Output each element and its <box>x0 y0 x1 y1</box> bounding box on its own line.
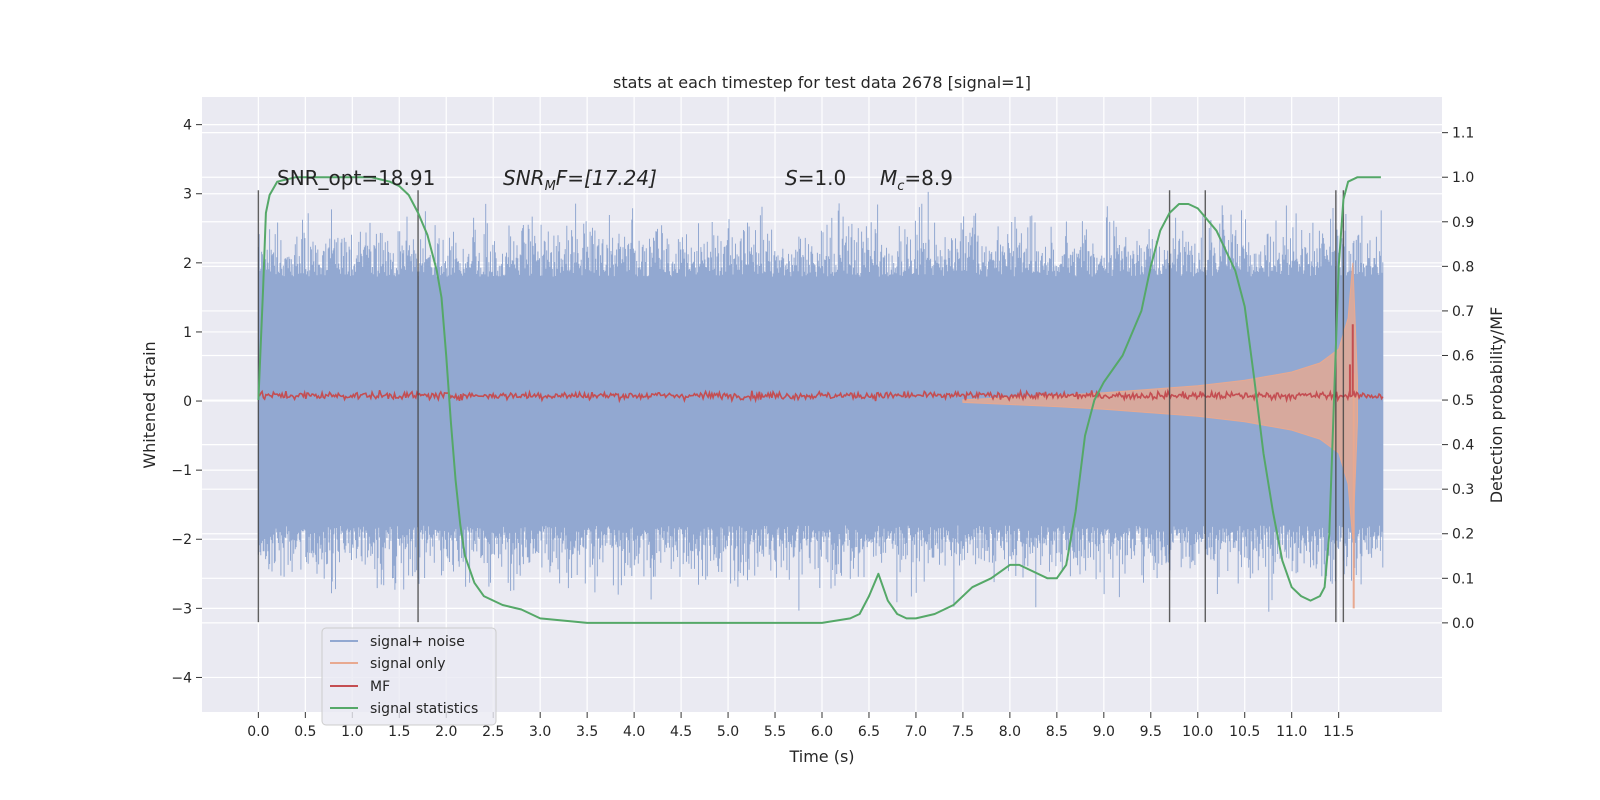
legend-label-mf: MF <box>370 679 390 695</box>
x-tick-label: 4.0 <box>623 724 645 740</box>
x-tick-label: 0.0 <box>247 724 269 740</box>
y-axis-label: Whitened strain <box>140 341 159 468</box>
legend-box <box>321 627 497 726</box>
y-right-tick-label: 1.0 <box>1452 170 1474 186</box>
y-right-tick-label: 0.3 <box>1452 482 1474 498</box>
y-tick-label: −4 <box>171 670 192 686</box>
annotation-snr-mf: SNRMF=[17.24] <box>503 166 657 194</box>
annotation-snr-opt: SNR_opt=18.91 <box>277 166 435 190</box>
y-tick-label: 4 <box>183 118 192 134</box>
x-tick-label: 9.5 <box>1140 724 1162 740</box>
y-tick-label: −3 <box>171 601 192 617</box>
x-tick-label: 1.5 <box>388 724 410 740</box>
x-tick-label: 1.0 <box>341 724 363 740</box>
mf-series <box>258 324 1384 404</box>
y-tick-label: −1 <box>171 463 192 479</box>
x-tick-label: 5.0 <box>717 724 739 740</box>
x-tick-label: 4.5 <box>670 724 692 740</box>
y-right-tick-label: 0.2 <box>1452 527 1474 543</box>
stats-trace <box>257 176 1381 624</box>
x-tick-label: 0.5 <box>294 724 316 740</box>
x-tick-label: 6.5 <box>858 724 880 740</box>
y-right-axis-ticks: 0.0 0.1 0.2 0.3 0.4 0.5 0.6 0.7 0.8 0.9 1.0 1.1 <box>1442 126 1474 632</box>
x-axis-label: Time (s) <box>788 747 854 766</box>
x-tick-label: 7.0 <box>905 724 927 740</box>
x-tick-label: 7.5 <box>952 724 974 740</box>
annotation-s: S=1.0 <box>785 166 846 190</box>
y-right-tick-label: 0.7 <box>1452 304 1474 320</box>
legend-label-noise: signal+ noise <box>370 634 465 650</box>
legend: signal+ noise signal only MF signal stat… <box>321 627 497 726</box>
y-axis-ticks: −4 −3 −2 −1 0 1 2 3 4 <box>171 118 202 686</box>
legend-label-stats: signal statistics <box>370 701 478 717</box>
y-right-tick-label: 0.8 <box>1452 259 1474 275</box>
signal-only-series <box>962 262 1358 609</box>
x-tick-label: 11.0 <box>1276 724 1307 740</box>
y-tick-label: −2 <box>171 532 192 548</box>
x-axis-ticks: 0.0 0.5 1.0 1.5 2.0 2.5 3.0 3.5 4.0 4.5 5.0 5.5 6.0 6… <box>247 712 1354 740</box>
x-tick-label: 6.0 <box>811 724 833 740</box>
x-tick-label: 9.0 <box>1093 724 1115 740</box>
signal-envelope <box>962 262 1358 540</box>
y-right-tick-label: 0.9 <box>1452 215 1474 231</box>
x-tick-label: 8.0 <box>999 724 1021 740</box>
signal-statistics-series <box>257 176 1381 624</box>
y-tick-label: 2 <box>183 256 192 272</box>
x-tick-label: 10.0 <box>1182 724 1213 740</box>
y-right-tick-label: 0.4 <box>1452 438 1474 454</box>
x-tick-label: 5.5 <box>764 724 786 740</box>
x-tick-label: 11.5 <box>1323 724 1354 740</box>
x-tick-label: 3.5 <box>576 724 598 740</box>
y-right-axis-label: Detection probability/MF <box>1487 307 1506 504</box>
y-right-tick-label: 1.1 <box>1452 126 1474 142</box>
x-tick-label: 8.5 <box>1046 724 1068 740</box>
y-right-tick-label: 0.0 <box>1452 616 1474 632</box>
mf-trace <box>258 388 1384 404</box>
y-tick-label: 3 <box>183 187 192 203</box>
x-tick-label: 2.0 <box>435 724 457 740</box>
y-tick-label: 1 <box>183 325 192 341</box>
x-tick-label: 3.0 <box>529 724 551 740</box>
y-right-tick-label: 0.1 <box>1452 571 1474 587</box>
y-right-tick-label: 0.6 <box>1452 348 1474 364</box>
annotation-mc: Mc=8.9 <box>880 166 953 194</box>
y-right-tick-label: 0.5 <box>1452 393 1474 409</box>
x-tick-label: 2.5 <box>482 724 504 740</box>
legend-label-signal: signal only <box>370 656 445 672</box>
x-tick-label: 10.5 <box>1229 724 1260 740</box>
chart-title: stats at each timestep for test data 267… <box>613 73 1031 92</box>
vertical-markers <box>257 190 1345 623</box>
y-tick-label: 0 <box>183 394 192 410</box>
